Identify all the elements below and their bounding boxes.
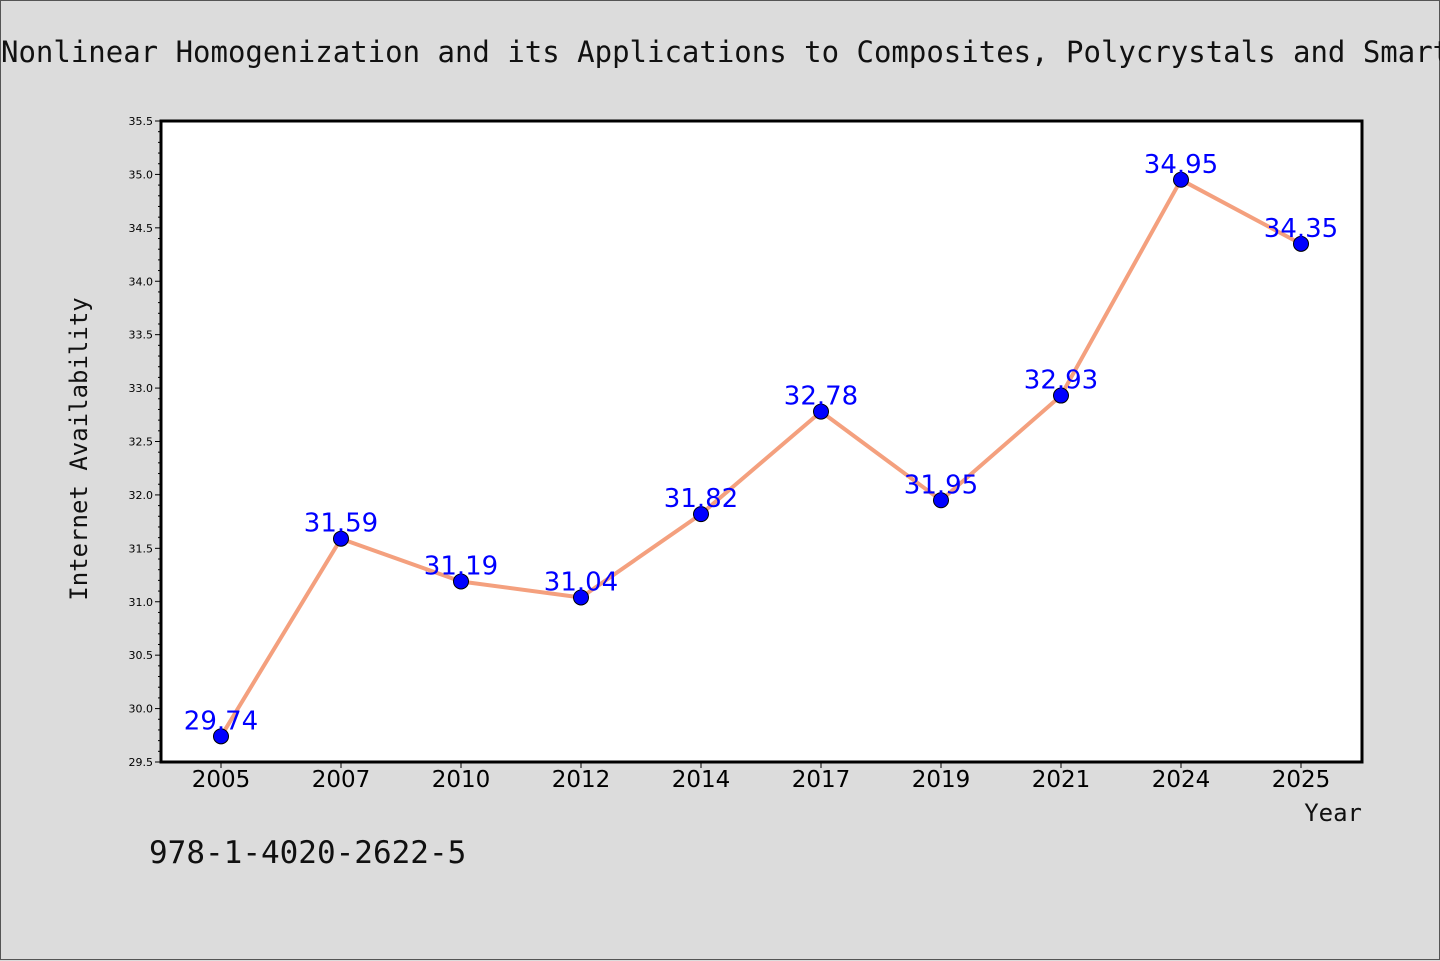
x-tick-label: 2021: [1032, 767, 1091, 793]
data-label: 32.78: [784, 382, 858, 412]
y-tick-label: 31.5: [129, 542, 154, 555]
data-point: [1053, 387, 1069, 404]
y-tick-label: 34.0: [129, 275, 154, 288]
y-axis-label: Internet Availability: [65, 297, 93, 600]
y-tick-label: 30.5: [129, 649, 154, 662]
data-label: 31.95: [904, 470, 978, 500]
x-tick-label: 2025: [1272, 767, 1331, 793]
x-tick-label: 2005: [192, 767, 251, 793]
x-tick-label: 2017: [792, 767, 851, 793]
data-labels: 29.74 31.59 31.19 31.04 31.82 32.78 31.95 32.93…: [184, 150, 1338, 737]
chart-title: Nonlinear Homogenization and its Applica…: [1, 35, 1440, 69]
data-label: 29.74: [184, 706, 258, 736]
data-label: 32.93: [1024, 366, 1098, 396]
x-tick-label: 2010: [432, 767, 491, 793]
y-tick-label: 30.0: [129, 703, 154, 716]
y-tick-label: 33.0: [129, 382, 154, 395]
x-tick-label: 2012: [552, 767, 611, 793]
x-tick-label: 2014: [672, 767, 731, 793]
y-tick-label: 34.5: [129, 222, 154, 235]
data-point: [333, 530, 349, 547]
y-tick-label: 35.5: [129, 115, 154, 128]
isbn-text: 978-1-4020-2622-5: [149, 835, 467, 871]
y-tick-label: 33.5: [129, 329, 154, 342]
data-label: 34.35: [1264, 214, 1338, 244]
data-label: 31.59: [304, 509, 378, 539]
data-label: 34.95: [1144, 150, 1218, 180]
data-point: [1173, 171, 1189, 188]
y-tick-label: 31.0: [129, 596, 154, 609]
y-axis: 29.5 30.0 30.5 31.0 31.5 32.0 32.5 33.0 33.5 34.0…: [129, 115, 161, 769]
x-tick-label: 2019: [912, 767, 971, 793]
data-markers: [213, 171, 1309, 745]
x-tick-label: 2007: [312, 767, 371, 793]
x-axis-label: Year: [1304, 799, 1362, 827]
data-point: [453, 573, 469, 590]
data-label: 31.04: [544, 567, 618, 597]
data-point: [693, 506, 709, 523]
x-tick-label: 2024: [1152, 767, 1211, 793]
y-tick-label: 32.0: [129, 489, 154, 502]
plot-border: [159, 119, 1364, 764]
data-point: [1293, 235, 1309, 252]
y-tick-label: 32.5: [129, 436, 154, 449]
data-point: [573, 589, 589, 606]
y-tick-label: 35.0: [129, 168, 154, 181]
data-label: 31.82: [664, 484, 738, 514]
data-point: [813, 403, 829, 420]
plot-area: [161, 121, 1362, 762]
data-point: [933, 492, 949, 509]
x-axis: 2005 2007 2010 2012 2014 2017 2019 2021 2024 2025: [192, 762, 1331, 793]
data-label: 31.19: [424, 551, 498, 581]
data-point: [213, 728, 229, 745]
series-line: [219, 177, 1302, 738]
y-tick-label: 29.5: [129, 756, 154, 769]
